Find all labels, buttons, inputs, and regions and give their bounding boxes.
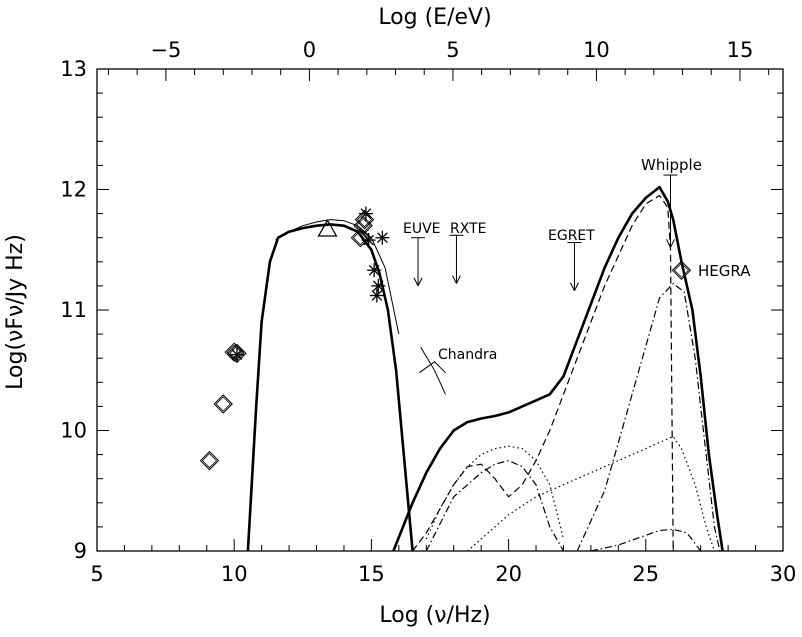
top-axis-title: Log (E/eV) [378, 5, 491, 30]
chandra-label: Chandra [438, 347, 497, 363]
top-tick-label: −5 [150, 38, 181, 62]
diamond-marker [354, 209, 375, 230]
x-tick-label: 20 [495, 562, 522, 586]
x-tick-label: 10 [221, 562, 248, 586]
diamond-marker [350, 227, 371, 248]
diamond-marker-inner [673, 262, 690, 278]
upper-limit-euve [411, 237, 426, 287]
asterisk-marker [358, 206, 373, 221]
y-tick-label: 10 [60, 419, 87, 443]
data-markers [199, 174, 692, 471]
model-curve-dot [467, 435, 715, 551]
diamond-marker [671, 260, 692, 280]
asterisk-marker [229, 347, 244, 362]
top-tick-label: 10 [583, 38, 610, 62]
model-curve-dash-dot [576, 282, 721, 551]
plot-frame [96, 68, 784, 552]
model-curve-thick-solid [246, 223, 414, 551]
upper-limit-egret [567, 242, 582, 291]
model-curves [246, 185, 724, 551]
diamond-marker-inner [215, 396, 231, 412]
asterisk-marker [371, 278, 386, 293]
y-tick-label: 12 [60, 178, 87, 202]
upper-limit-whipple [663, 174, 678, 248]
axis-ticks [96, 68, 784, 552]
plot-area [96, 68, 784, 552]
y-tick-label: 9 [74, 539, 87, 563]
top-tick-label: 0 [303, 38, 316, 62]
x-tick-label: 25 [632, 562, 659, 586]
model-curve-dot [425, 445, 565, 540]
upper-limit-rxte [449, 234, 464, 284]
model-curve-dash-dot [425, 460, 565, 551]
egret-label: EGRET [548, 228, 595, 244]
euve-label: EUVE [403, 221, 441, 237]
annotations: 5 10 15 20 25 30 −5 0 5 10 15 9 10 11 12 13 [60, 38, 796, 586]
top-tick-label: 5 [446, 38, 459, 62]
y-tick-label: 13 [60, 57, 87, 81]
chandra-bowtie [420, 347, 446, 395]
y-axis-title: Log(νFν/Jy Hz) [3, 234, 28, 390]
asterisk-marker [367, 263, 382, 278]
rxte-label: RXTE [450, 221, 486, 237]
top-tick-label: 15 [727, 38, 754, 62]
asterisk-marker [375, 230, 390, 245]
chandra-bowtie [419, 361, 446, 374]
diamond-marker-inner [352, 230, 368, 246]
model-curve-thick-solid [392, 185, 724, 551]
model-curve-thin-solid [275, 219, 400, 335]
asterisk-marker [369, 288, 384, 303]
triangle-marker [317, 219, 338, 237]
hegra-label: HEGRA [698, 262, 751, 280]
model-curve-dashed [412, 194, 674, 551]
diamond-marker [213, 394, 233, 414]
whipple-label: Whipple [641, 156, 702, 174]
x-tick-label: 5 [90, 562, 103, 586]
diamond-marker [199, 450, 220, 471]
asterisk-marker [361, 233, 376, 248]
y-tick-label: 11 [60, 298, 87, 322]
diamond-marker-inner [201, 453, 218, 469]
x-tick-label: 15 [358, 562, 385, 586]
diamond-marker [353, 215, 373, 236]
x-tick-label: 30 [770, 562, 797, 586]
x-axis-title: Log (ν/Hz) [379, 603, 490, 628]
diamond-marker [227, 343, 247, 364]
